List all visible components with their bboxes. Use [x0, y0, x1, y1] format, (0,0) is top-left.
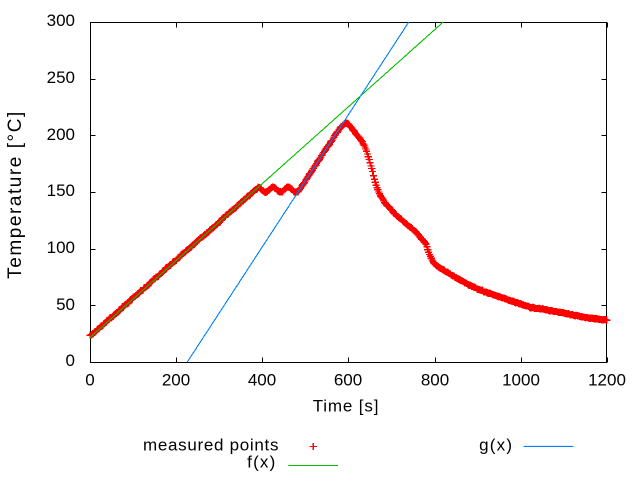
- svg-text:800: 800: [421, 371, 449, 390]
- svg-text:200: 200: [162, 371, 190, 390]
- svg-text:0: 0: [66, 351, 75, 370]
- svg-text:1200: 1200: [588, 371, 626, 390]
- svg-text:Time [s]: Time [s]: [313, 397, 380, 416]
- svg-text:f(x): f(x): [247, 453, 276, 472]
- svg-text:600: 600: [334, 371, 362, 390]
- svg-text:g(x): g(x): [479, 436, 513, 455]
- svg-text:400: 400: [248, 371, 276, 390]
- svg-text:1000: 1000: [502, 371, 540, 390]
- svg-text:300: 300: [47, 11, 75, 30]
- svg-text:250: 250: [47, 68, 75, 87]
- svg-text:50: 50: [56, 295, 75, 314]
- svg-text:Temperature [°C]: Temperature [°C]: [5, 110, 26, 279]
- svg-text:200: 200: [47, 125, 75, 144]
- svg-text:0: 0: [85, 371, 94, 390]
- svg-text:100: 100: [47, 238, 75, 257]
- svg-text:150: 150: [47, 181, 75, 200]
- svg-text:measured points: measured points: [143, 436, 279, 455]
